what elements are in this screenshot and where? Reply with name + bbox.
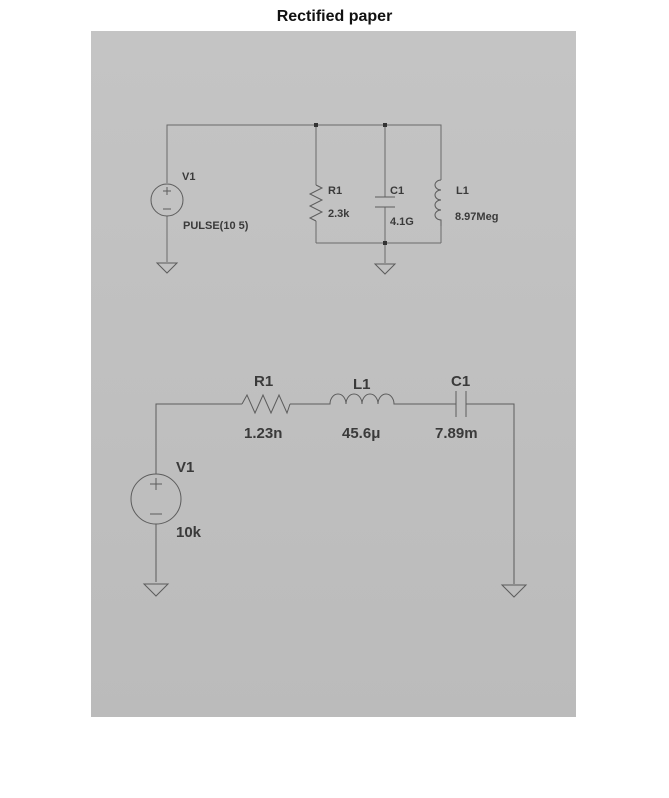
ground-icon bbox=[142, 583, 170, 597]
junction-dot bbox=[314, 123, 318, 127]
bottom-l-name: L1 bbox=[353, 376, 371, 393]
ground-icon bbox=[500, 584, 528, 598]
bottom-r-value: 1.23n bbox=[244, 425, 282, 442]
bottom-l-value: 45.6μ bbox=[342, 425, 380, 442]
top-l-value: 8.97Meg bbox=[455, 211, 498, 223]
junction-dot bbox=[383, 123, 387, 127]
paper-sheet bbox=[91, 31, 576, 717]
top-source-name: V1 bbox=[182, 171, 195, 183]
ground-icon bbox=[155, 262, 179, 274]
top-l-name: L1 bbox=[456, 185, 469, 197]
bottom-source-name: V1 bbox=[176, 459, 194, 476]
bottom-wire-left bbox=[155, 403, 242, 474]
top-inductor-symbol bbox=[434, 179, 442, 226]
top-wire-main bbox=[166, 124, 442, 183]
figure-title: Rectified paper bbox=[276, 8, 393, 25]
bottom-circuit: V1 10k R1 1.23n L1 45.6μ C1 7.89m bbox=[130, 373, 528, 598]
bottom-voltage-source bbox=[130, 473, 182, 525]
top-source-value: PULSE(10 5) bbox=[183, 220, 249, 232]
bottom-source-value: 10k bbox=[176, 524, 202, 541]
top-voltage-source bbox=[150, 183, 184, 217]
bottom-c-name: C1 bbox=[451, 373, 470, 390]
bottom-resistor-symbol bbox=[241, 393, 291, 415]
top-circuit: V1 PULSE(10 5) R1 2.3k C1 4.1G L1 8.97Me… bbox=[150, 123, 498, 275]
top-r-value: 2.3k bbox=[328, 208, 350, 220]
bottom-capacitor-symbol bbox=[455, 391, 467, 417]
ground-icon bbox=[373, 263, 397, 275]
top-c-value: 4.1G bbox=[390, 216, 414, 228]
bottom-inductor-symbol bbox=[322, 393, 396, 405]
bottom-wire-right bbox=[466, 403, 515, 584]
bottom-r-name: R1 bbox=[254, 373, 273, 390]
junction-dot bbox=[383, 241, 387, 245]
bottom-c-value: 7.89m bbox=[435, 425, 478, 442]
top-resistor-symbol bbox=[308, 184, 324, 222]
top-capacitor-symbol bbox=[375, 196, 395, 208]
top-c-name: C1 bbox=[390, 185, 404, 197]
top-r-name: R1 bbox=[328, 185, 342, 197]
